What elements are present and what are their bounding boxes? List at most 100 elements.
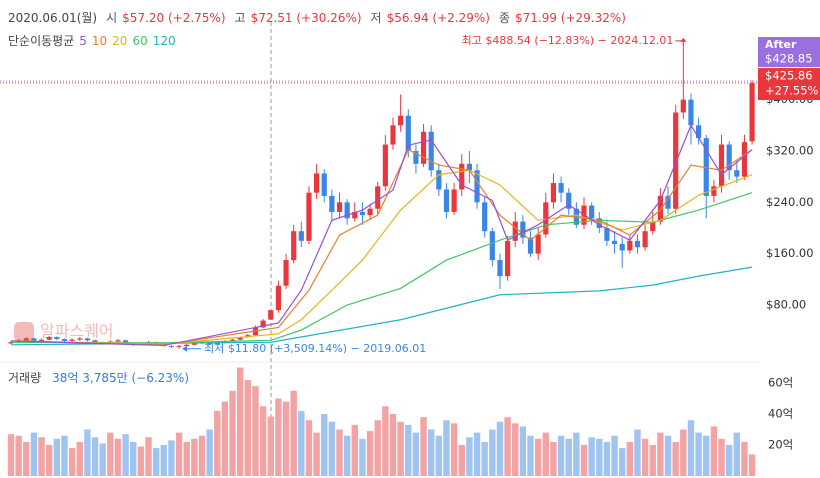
candle-body bbox=[718, 144, 725, 187]
volume-bar bbox=[725, 445, 733, 476]
candle-body bbox=[497, 260, 503, 277]
candle-body bbox=[589, 205, 595, 219]
candle-body bbox=[520, 221, 526, 238]
volume-bar bbox=[588, 437, 595, 476]
candle-body bbox=[650, 221, 656, 232]
volume-bar bbox=[657, 432, 664, 476]
candle-body bbox=[359, 211, 366, 216]
volume-bar bbox=[504, 417, 511, 476]
candle-body bbox=[321, 173, 327, 196]
value: $56.94 (+2.29%) bbox=[386, 10, 490, 25]
candle-body bbox=[8, 342, 14, 344]
candle-body bbox=[352, 211, 358, 219]
candle-body bbox=[443, 189, 450, 212]
value: $72.51 (+30.26%) bbox=[250, 10, 362, 25]
volume-bar bbox=[237, 367, 244, 476]
after-label: After bbox=[765, 38, 797, 51]
volume-bar bbox=[107, 432, 114, 476]
volume-bar bbox=[527, 435, 534, 476]
y-tick-label: $80.00 bbox=[766, 298, 806, 312]
candle-body bbox=[726, 144, 732, 171]
candle-body bbox=[420, 131, 427, 164]
volume-bar bbox=[152, 448, 160, 476]
candle-body bbox=[634, 240, 641, 248]
volume-bar bbox=[321, 414, 328, 476]
ma-legend-entry: 20 bbox=[112, 33, 128, 48]
volume-bar bbox=[68, 448, 76, 476]
volume-bar bbox=[748, 454, 756, 476]
volume-bar bbox=[114, 438, 122, 476]
volume-bar bbox=[206, 429, 213, 476]
y-tick-label: $160.00 bbox=[766, 246, 814, 260]
volume-bar bbox=[259, 406, 267, 476]
volume-bar bbox=[7, 434, 15, 476]
volume-bar bbox=[672, 441, 679, 476]
volume-bar bbox=[428, 429, 435, 476]
candle-body bbox=[77, 338, 83, 340]
volume-bar bbox=[175, 432, 183, 476]
label: 종 bbox=[498, 11, 510, 25]
candle-body bbox=[558, 183, 564, 193]
candle-body bbox=[283, 260, 289, 286]
candle-body bbox=[451, 189, 457, 212]
candle-body bbox=[268, 310, 274, 320]
candle-body bbox=[115, 340, 121, 342]
volume-bar bbox=[252, 386, 259, 476]
candle-body bbox=[54, 337, 60, 340]
volume-bar bbox=[305, 420, 313, 476]
last-price: $425.86 bbox=[765, 69, 813, 83]
volume-bar bbox=[359, 438, 366, 476]
candle-body bbox=[734, 170, 740, 177]
volume-bar bbox=[435, 435, 443, 476]
candle-body bbox=[405, 115, 411, 151]
candle-body bbox=[466, 163, 472, 171]
ma-legend-entry: 120 bbox=[152, 33, 176, 48]
candle-body bbox=[344, 202, 350, 219]
high-arrowhead bbox=[680, 37, 687, 42]
value: $57.20 (+2.75%) bbox=[122, 10, 226, 25]
volume-bar bbox=[412, 432, 420, 476]
label: 고 bbox=[234, 11, 246, 25]
volume-bar bbox=[710, 426, 718, 476]
volume-bar bbox=[382, 406, 389, 476]
candle-body bbox=[375, 186, 381, 209]
candle-body bbox=[314, 173, 320, 193]
candle-body bbox=[512, 221, 518, 241]
volume-bar bbox=[680, 429, 687, 476]
volume-bar bbox=[519, 426, 527, 476]
candle-body bbox=[741, 142, 748, 177]
volume-bar bbox=[91, 437, 99, 476]
volume-bar bbox=[229, 390, 236, 476]
volume-header: 거래량 38억 3,785만 (−6.23%) bbox=[8, 369, 189, 386]
candle-body bbox=[291, 231, 297, 261]
candle-body bbox=[123, 340, 129, 343]
volume-bar bbox=[145, 437, 152, 476]
candle-body bbox=[329, 195, 335, 212]
volume-bar bbox=[336, 429, 343, 476]
candle-body bbox=[237, 337, 243, 340]
high-annotation: 최고 $488.54 (−12.83%) − 2024.12.01 bbox=[462, 34, 674, 47]
candle-body bbox=[535, 234, 541, 254]
ohlc-header: 2020.06.01(월) 시 $57.20 (+2.75%) 고 $72.51 (… bbox=[8, 9, 626, 26]
candle-body bbox=[657, 195, 663, 222]
volume-bar bbox=[534, 438, 542, 476]
candle-body bbox=[184, 344, 190, 347]
candle-body bbox=[436, 170, 442, 190]
volume-bar bbox=[99, 443, 106, 476]
volume-bar bbox=[275, 398, 282, 476]
volume-bar bbox=[366, 431, 374, 476]
volume-bar bbox=[664, 435, 672, 476]
volume-bar bbox=[244, 379, 252, 476]
volume-bar bbox=[634, 429, 641, 476]
volume-bar bbox=[130, 441, 137, 476]
candle-body bbox=[703, 138, 709, 196]
candle-body bbox=[191, 343, 197, 345]
candle-body bbox=[505, 240, 511, 277]
volume-bar bbox=[61, 435, 68, 476]
volume-bar bbox=[198, 435, 206, 476]
volume-bar bbox=[168, 440, 175, 476]
label: 저 bbox=[370, 11, 382, 25]
moving-average-line bbox=[10, 266, 753, 346]
watermark: 알파스퀘어 bbox=[14, 322, 114, 342]
